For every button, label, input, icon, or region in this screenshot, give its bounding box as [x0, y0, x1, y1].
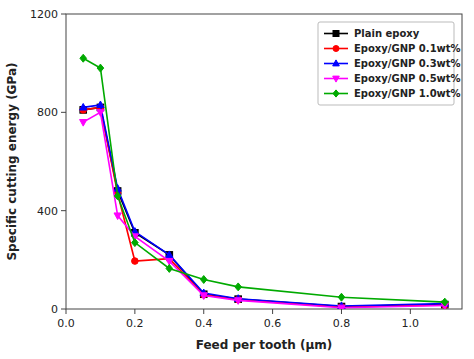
y-tick	[61, 210, 66, 211]
series-marker	[166, 251, 173, 258]
series-line	[83, 112, 445, 307]
legend-swatch	[333, 76, 340, 82]
series-marker	[97, 110, 104, 117]
x-tick-label: 0.6	[264, 317, 282, 330]
y-tick	[61, 309, 66, 310]
legend-label: Epoxy/GNP 1.0wt%	[354, 88, 461, 99]
series	[80, 104, 448, 309]
series-marker	[80, 54, 87, 62]
series-marker	[235, 298, 242, 305]
series-marker	[166, 264, 173, 272]
series-marker	[338, 305, 345, 309]
series-marker	[97, 101, 104, 108]
x-tick	[203, 309, 204, 314]
y-tick-label: 800	[37, 106, 58, 119]
y-tick-label: 400	[37, 205, 58, 218]
y-axis-label: Specific cutting energy (GPa)	[5, 62, 19, 260]
legend: Plain epoxy Epoxy/GNP 0.1wt% Epoxy/GNP 0.3…	[318, 22, 461, 105]
x-tick-label: 1.0	[402, 317, 420, 330]
series-marker	[80, 120, 87, 127]
series-marker	[80, 103, 87, 110]
series-marker	[114, 213, 121, 220]
series	[80, 101, 449, 309]
series-marker	[235, 283, 242, 291]
series-line	[83, 105, 445, 306]
y-tick	[61, 112, 66, 113]
y-tick-label: 0	[51, 303, 58, 316]
x-tick	[66, 309, 67, 314]
x-axis-label: Feed per tooth (μm)	[196, 338, 333, 352]
series-marker	[114, 192, 121, 200]
series-marker	[132, 258, 139, 265]
x-tick	[134, 309, 135, 314]
legend-swatch	[333, 90, 339, 97]
series-marker	[200, 293, 207, 300]
series-line	[83, 107, 445, 306]
chart: 0.0 0.2 0.4 0.6 0.8 1.0 0 400 800 1200 Feed per to…	[0, 0, 474, 359]
y-tick	[61, 14, 66, 15]
x-tick	[341, 309, 342, 314]
x-tick-label: 0.8	[333, 317, 351, 330]
series-marker	[200, 276, 207, 284]
x-tick-label: 0.2	[126, 317, 144, 330]
series	[80, 104, 448, 309]
plot-frame	[66, 14, 462, 309]
legend-label: Epoxy/GNP 0.5wt%	[354, 73, 461, 84]
x-tick-label: 0.0	[57, 317, 75, 330]
series-marker	[97, 64, 104, 72]
series-marker	[338, 293, 345, 301]
x-tick	[410, 309, 411, 314]
x-tick	[272, 309, 273, 314]
y-tick-label: 1200	[30, 8, 58, 21]
series-line	[83, 107, 445, 307]
series-marker	[441, 298, 448, 306]
series	[80, 110, 449, 309]
x-tick-label: 0.4	[195, 317, 213, 330]
legend-label: Epoxy/GNP 0.3wt%	[354, 58, 461, 69]
legend-swatch	[333, 46, 339, 52]
series-marker	[132, 239, 139, 247]
legend-swatch	[333, 60, 340, 66]
legend-label: Epoxy/GNP 0.1wt%	[354, 43, 461, 54]
legend-label: Plain epoxy	[354, 28, 420, 39]
legend-swatch	[333, 31, 339, 37]
